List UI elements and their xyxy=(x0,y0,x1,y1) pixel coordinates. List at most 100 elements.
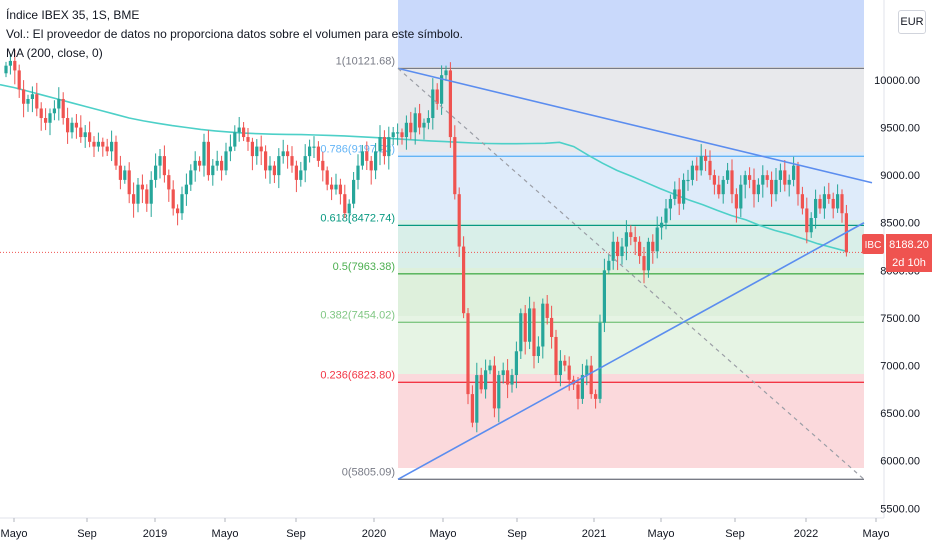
x-tick-label: Sep xyxy=(725,528,745,540)
candle xyxy=(809,212,813,238)
candle xyxy=(660,216,664,240)
candle xyxy=(765,170,769,188)
candle xyxy=(818,194,822,214)
fib-label: 0.382(7454.02) xyxy=(320,309,395,321)
candle xyxy=(202,133,206,177)
candle xyxy=(501,362,505,384)
candle xyxy=(123,165,127,184)
candle xyxy=(721,176,725,204)
candle xyxy=(624,220,628,261)
candle xyxy=(39,102,43,131)
candle xyxy=(444,65,448,81)
candle xyxy=(752,168,756,208)
candle xyxy=(717,175,721,199)
candle xyxy=(308,139,312,163)
candle xyxy=(180,186,184,220)
candle xyxy=(96,132,100,152)
candle xyxy=(506,359,510,399)
candle xyxy=(176,204,180,226)
candle xyxy=(70,117,74,139)
candle xyxy=(233,125,237,151)
candle xyxy=(250,137,254,171)
candle xyxy=(488,359,492,375)
x-tick-label: Mayo xyxy=(212,528,239,540)
candle xyxy=(532,301,536,369)
x-tick-label: Sep xyxy=(286,528,306,540)
candle xyxy=(22,80,26,118)
candle xyxy=(365,141,369,171)
candle xyxy=(149,171,153,217)
trendline-upper[interactable] xyxy=(397,67,873,184)
candle xyxy=(673,181,677,206)
candle xyxy=(246,128,250,151)
candle xyxy=(805,197,809,244)
candle xyxy=(193,151,197,182)
candle xyxy=(778,163,782,193)
candle xyxy=(57,87,61,121)
candle xyxy=(457,187,461,257)
y-tick-label: 9000.00 xyxy=(880,170,920,182)
candle xyxy=(497,370,501,423)
candle xyxy=(391,126,395,146)
candle xyxy=(374,142,378,180)
candle xyxy=(629,225,633,246)
candle xyxy=(316,141,320,167)
candle xyxy=(272,161,276,184)
candle xyxy=(462,236,466,319)
candle xyxy=(303,144,307,183)
candle xyxy=(184,173,188,206)
candle xyxy=(668,194,672,221)
candle xyxy=(418,103,422,135)
candle xyxy=(127,162,131,204)
candle xyxy=(536,336,540,363)
candle xyxy=(66,107,70,144)
candle xyxy=(132,182,136,218)
y-tick-label: 9500.00 xyxy=(880,123,920,135)
x-tick-label: 2020 xyxy=(362,528,386,540)
candle xyxy=(541,298,545,359)
candle xyxy=(620,237,624,265)
candle xyxy=(83,125,87,148)
candle xyxy=(545,295,549,325)
candle xyxy=(378,125,382,166)
candle xyxy=(638,236,642,264)
candle xyxy=(48,108,52,136)
candle xyxy=(224,142,228,176)
candle xyxy=(101,137,105,157)
candle xyxy=(550,305,554,349)
time-axis[interactable]: Mayo Sep 2019 Mayo Sep 2020 Mayo Sep 2021 Mayo Sep… xyxy=(1,518,890,540)
candle xyxy=(655,216,659,259)
trendline-lower[interactable] xyxy=(397,222,865,481)
candle xyxy=(435,83,439,110)
candle xyxy=(743,170,747,199)
price-badge-symbol: IBC xyxy=(865,240,882,251)
candle xyxy=(479,367,483,394)
candle xyxy=(470,385,474,428)
candle xyxy=(708,150,712,180)
candle xyxy=(352,172,356,209)
ma-indicator-label[interactable]: MA (200, close, 0) xyxy=(6,46,103,60)
candle xyxy=(356,154,360,190)
candle xyxy=(79,115,83,143)
candle xyxy=(61,92,65,125)
candle xyxy=(162,145,166,183)
fib-label: 0.236(6823.80) xyxy=(320,369,395,381)
candle xyxy=(748,167,752,189)
price-badge-value: 8188.20 xyxy=(889,239,929,251)
candle xyxy=(598,314,602,404)
candle xyxy=(558,350,562,387)
symbol-title[interactable]: Índice IBEX 35, 1S, BME xyxy=(6,8,140,22)
currency-button[interactable]: EUR xyxy=(898,10,926,34)
y-tick-label: 8500.00 xyxy=(880,218,920,230)
candle xyxy=(611,231,615,270)
candle xyxy=(387,126,391,170)
y-tick-label: 7500.00 xyxy=(880,313,920,325)
candle xyxy=(448,62,452,148)
candle xyxy=(554,329,558,382)
candle xyxy=(422,118,426,140)
candle xyxy=(514,341,518,389)
trendlines[interactable] xyxy=(397,67,873,481)
price-axis[interactable]: 5500.006000.006500.007000.007500.008000.… xyxy=(874,75,920,515)
chart-legend: Índice IBEX 35, 1S, BME Vol.: El proveed… xyxy=(6,6,463,63)
